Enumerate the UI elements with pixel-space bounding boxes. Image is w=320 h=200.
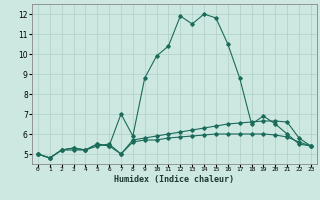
X-axis label: Humidex (Indice chaleur): Humidex (Indice chaleur) [115, 175, 234, 184]
